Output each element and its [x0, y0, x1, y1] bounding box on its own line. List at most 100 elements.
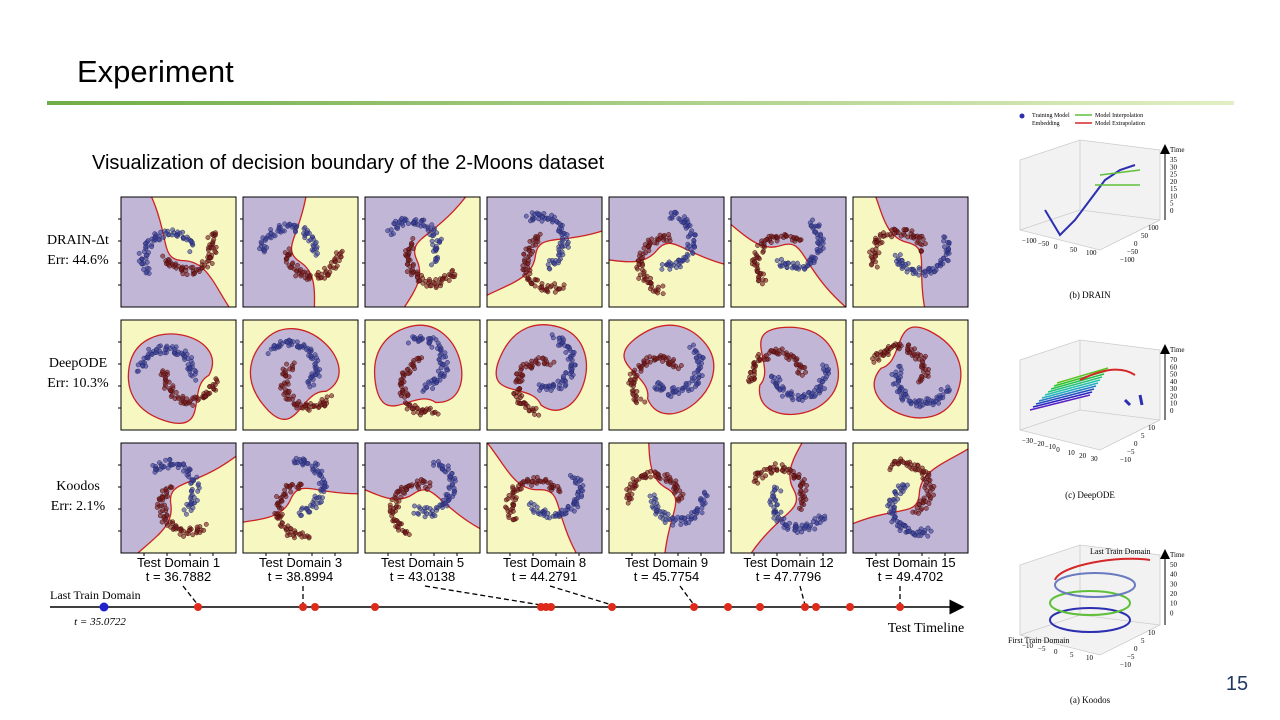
dot-a — [940, 261, 946, 267]
dot-b — [887, 467, 893, 473]
dot-a — [429, 238, 435, 244]
dot-a — [152, 466, 158, 472]
dot-a — [432, 513, 438, 519]
dot-b — [165, 493, 170, 499]
dot-a — [196, 481, 201, 487]
dot-a — [309, 371, 315, 377]
panel-frame — [242, 442, 359, 554]
dot-b — [752, 471, 758, 477]
dot-b — [213, 230, 218, 236]
dot-b — [160, 253, 166, 259]
panel-rot — [609, 197, 724, 297]
dot-b — [305, 270, 311, 276]
dot-b — [921, 468, 927, 474]
dot-a — [694, 381, 700, 387]
dot-b — [440, 277, 445, 283]
dot-a — [427, 232, 433, 237]
dot-a — [938, 387, 944, 392]
dot-a — [146, 346, 152, 352]
dot-a — [677, 217, 683, 222]
dot-b — [624, 487, 630, 492]
dot-b — [523, 405, 529, 410]
dot-b — [282, 524, 288, 530]
dot-b — [396, 504, 401, 510]
dot-a — [796, 266, 802, 272]
traj — [1050, 373, 1105, 390]
y-tick: 5 — [1141, 637, 1145, 645]
dot-b — [790, 353, 796, 359]
dot-a — [437, 352, 443, 358]
dot-b — [409, 482, 415, 488]
dot-b — [630, 476, 636, 482]
panel-rot — [487, 197, 602, 307]
dot-b — [527, 271, 533, 276]
dot-a — [434, 238, 440, 244]
panel-rot — [121, 197, 236, 307]
dot-a — [143, 253, 149, 258]
dot-b — [635, 266, 640, 272]
x-tick: −100 — [1022, 237, 1037, 245]
dot-b — [285, 381, 291, 387]
dot-a — [293, 229, 298, 235]
dot-b — [278, 385, 284, 391]
dot-a — [431, 227, 437, 233]
dot-a — [135, 362, 141, 368]
panel-frame — [608, 442, 725, 554]
dot-a — [941, 255, 946, 261]
dot-b — [404, 269, 410, 274]
dot-a — [169, 462, 175, 468]
legend-item: Embedding — [1032, 121, 1060, 127]
row-err: Err: 10.3% — [47, 376, 109, 391]
dot-a — [546, 215, 551, 221]
x-tick: −30 — [1022, 437, 1033, 445]
dot-b — [755, 243, 761, 248]
dot-a — [550, 335, 556, 341]
dot-b — [427, 480, 433, 486]
domain-name: Test Domain 15 — [865, 555, 955, 570]
dot-b — [280, 520, 285, 526]
y-tick: 5 — [1141, 432, 1145, 440]
dot-a — [411, 336, 417, 342]
panel-frame — [852, 319, 969, 431]
dot-a — [451, 485, 457, 491]
dot-b — [338, 254, 344, 260]
dot-b — [191, 271, 197, 277]
dot-b — [300, 270, 306, 275]
dot-a — [531, 507, 536, 513]
dot-b — [409, 240, 414, 246]
dot-a — [780, 393, 785, 399]
leader — [679, 585, 695, 606]
dot-a — [580, 483, 586, 488]
dot-b — [294, 401, 300, 406]
dot-a — [293, 455, 299, 461]
dot-b — [641, 269, 647, 275]
dot-b — [159, 519, 165, 525]
dot-a — [807, 220, 813, 226]
dot-b — [631, 376, 637, 382]
test-dot — [311, 603, 319, 611]
dot-b — [556, 488, 562, 494]
dot-a — [405, 340, 411, 346]
title-rule — [47, 101, 1234, 105]
dot-a — [182, 353, 188, 359]
dot-a — [794, 260, 800, 266]
dot-b — [168, 387, 174, 393]
dot-a — [314, 246, 319, 252]
panel-frame — [120, 442, 237, 554]
dot-a — [187, 249, 193, 255]
dot-b — [911, 352, 917, 358]
dot-b — [753, 475, 759, 481]
dot-b — [395, 520, 401, 525]
panel-frame — [242, 196, 359, 308]
dot-a — [526, 502, 532, 507]
dot-b — [643, 276, 649, 282]
dot-b — [408, 362, 414, 367]
dot-a — [914, 403, 919, 409]
dot-a — [163, 346, 169, 352]
dot-b — [758, 469, 764, 475]
dot-a — [772, 498, 778, 503]
dot-a — [438, 463, 444, 468]
dot-a — [560, 237, 566, 243]
dot-a — [825, 368, 830, 374]
